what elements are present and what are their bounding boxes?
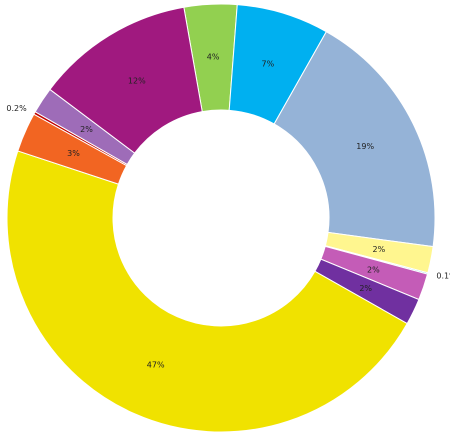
- slice-label-11: 2%: [80, 125, 93, 134]
- slice-label-12: 12%: [128, 76, 146, 85]
- slice-label-10: 0.2%: [6, 104, 27, 113]
- slice-label-3: 19%: [356, 142, 374, 151]
- slice-label-8: 47%: [147, 361, 165, 370]
- slices-layer: [6, 3, 436, 433]
- slice-label-6: 2%: [367, 265, 380, 274]
- slice-label-9: 3%: [67, 149, 80, 158]
- slice-label-7: 2%: [359, 284, 372, 293]
- donut-slice-8: [6, 150, 408, 433]
- labels-layer: 4% 7% 19% 2% 0.1% 2% 2% 47% 3% 0.2% 2% 12%: [6, 53, 450, 370]
- donut-slice-3: [273, 31, 436, 248]
- slice-label-5: 0.1%: [436, 271, 450, 280]
- slice-label-1: 4%: [207, 53, 220, 62]
- donut-slice-12: [49, 6, 203, 154]
- slice-label-2: 7%: [262, 60, 275, 69]
- slice-label-4: 2%: [373, 245, 386, 254]
